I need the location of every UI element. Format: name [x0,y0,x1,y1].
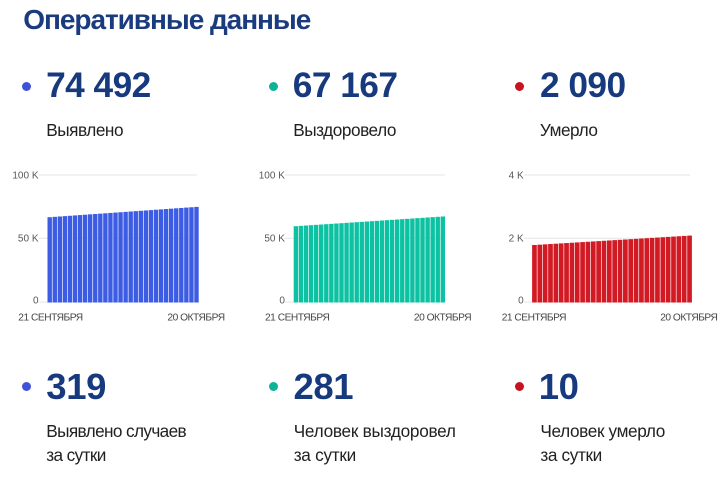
svg-text:100 K: 100 K [12,170,38,181]
svg-text:50 K: 50 K [264,234,285,245]
svg-text:21 СЕНТЯБРЯ: 21 СЕНТЯБРЯ [265,312,329,323]
svg-text:4 K: 4 K [509,170,524,181]
svg-text:21 СЕНТЯБРЯ: 21 СЕНТЯБРЯ [18,312,82,323]
svg-text:0: 0 [518,296,524,307]
svg-text:21 СЕНТЯБРЯ: 21 СЕНТЯБРЯ [502,312,566,323]
svg-text:2 K: 2 K [509,234,524,245]
svg-text:20 ОКТЯБРЯ: 20 ОКТЯБРЯ [660,312,717,323]
svg-text:20 ОКТЯБРЯ: 20 ОКТЯБРЯ [414,312,471,323]
svg-text:50 K: 50 K [18,234,39,245]
svg-text:20 ОКТЯБРЯ: 20 ОКТЯБРЯ [167,312,224,323]
svg-text:0: 0 [279,296,285,307]
svg-text:0: 0 [33,296,39,307]
svg-text:100 K: 100 K [259,170,285,181]
